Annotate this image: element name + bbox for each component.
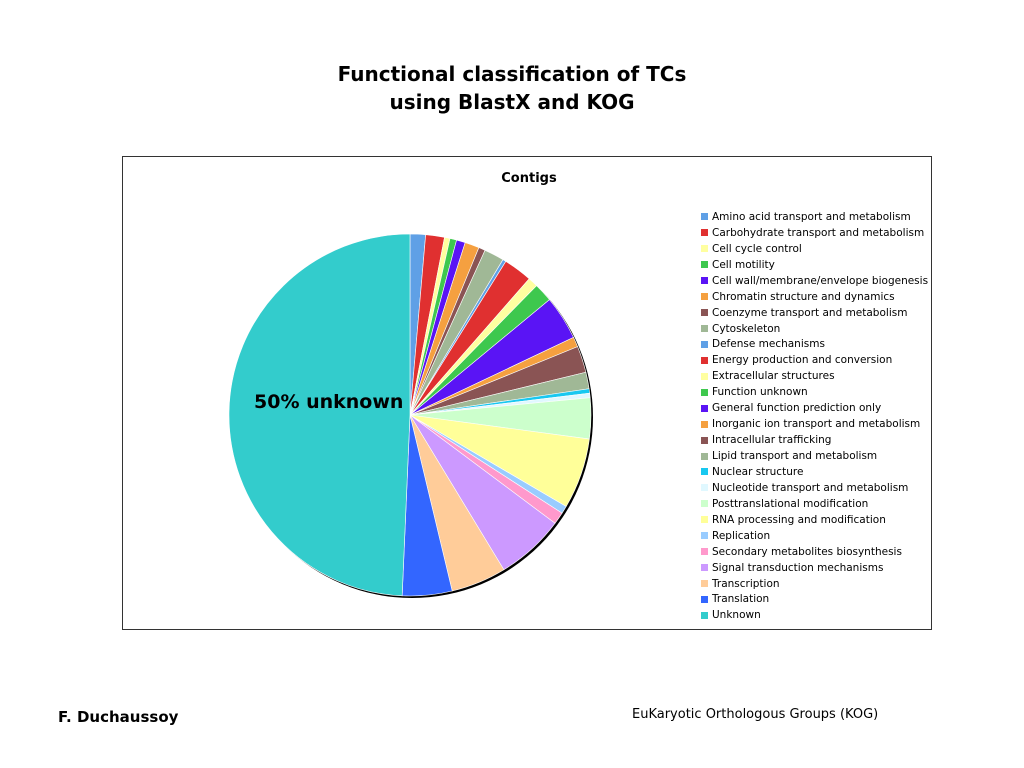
slide-title: Functional classification of TCs using B…	[0, 60, 1024, 116]
legend-swatch	[701, 389, 708, 396]
legend-item: Translation	[701, 592, 929, 608]
legend-label: Translation	[712, 593, 769, 605]
legend-label: RNA processing and modification	[712, 514, 886, 526]
legend-item: RNA processing and modification	[701, 512, 929, 528]
legend-item: Unknown	[701, 607, 929, 623]
legend-item: Posttranslational modification	[701, 496, 929, 512]
legend-label: Cytoskeleton	[712, 323, 780, 335]
legend-item: Inorganic ion transport and metabolism	[701, 416, 929, 432]
legend-label: Unknown	[712, 609, 761, 621]
chart-legend: Amino acid transport and metabolism Carbo…	[701, 209, 929, 623]
legend-label: Intracellular trafficking	[712, 434, 831, 446]
legend-label: Defense mechanisms	[712, 338, 825, 350]
legend-label: Secondary metabolites biosynthesis	[712, 546, 902, 558]
legend-item: Function unknown	[701, 384, 929, 400]
legend-swatch	[701, 548, 708, 555]
legend-swatch	[701, 564, 708, 571]
legend-item: Defense mechanisms	[701, 337, 929, 353]
legend-label: Function unknown	[712, 386, 808, 398]
legend-swatch	[701, 245, 708, 252]
legend-label: Lipid transport and metabolism	[712, 450, 877, 462]
legend-label: Replication	[712, 530, 770, 542]
legend-swatch	[701, 516, 708, 523]
legend-label: Posttranslational modification	[712, 498, 868, 510]
legend-swatch	[701, 325, 708, 332]
legend-swatch	[701, 405, 708, 412]
legend-label: Carbohydrate transport and metabolism	[712, 227, 924, 239]
legend-swatch	[701, 373, 708, 380]
legend-swatch	[701, 580, 708, 587]
legend-label: Inorganic ion transport and metabolism	[712, 418, 920, 430]
chart-frame: Contigs Amino acid transport and metabol…	[122, 156, 932, 630]
legend-item: Nucleotide transport and metabolism	[701, 480, 929, 496]
footer-note: EuKaryotic Orthologous Groups (KOG)	[632, 707, 878, 722]
unknown-annotation: 50% unknown	[254, 391, 403, 413]
legend-swatch	[701, 437, 708, 444]
slide-title-line1: Functional classification of TCs	[0, 60, 1024, 88]
legend-item: Cytoskeleton	[701, 321, 929, 337]
legend-item: Extracellular structures	[701, 368, 929, 384]
legend-item: Nuclear structure	[701, 464, 929, 480]
legend-swatch	[701, 229, 708, 236]
legend-swatch	[701, 357, 708, 364]
legend-item: Carbohydrate transport and metabolism	[701, 225, 929, 241]
legend-swatch	[701, 341, 708, 348]
legend-swatch	[701, 453, 708, 460]
legend-swatch	[701, 309, 708, 316]
legend-swatch	[701, 213, 708, 220]
legend-item: Transcription	[701, 576, 929, 592]
legend-item: General function prediction only	[701, 400, 929, 416]
legend-swatch	[701, 468, 708, 475]
legend-swatch	[701, 612, 708, 619]
legend-swatch	[701, 596, 708, 603]
legend-label: Coenzyme transport and metabolism	[712, 307, 907, 319]
legend-item: Chromatin structure and dynamics	[701, 289, 929, 305]
legend-label: Nuclear structure	[712, 466, 803, 478]
legend-swatch	[701, 421, 708, 428]
legend-label: Energy production and conversion	[712, 354, 892, 366]
legend-item: Lipid transport and metabolism	[701, 448, 929, 464]
legend-label: General function prediction only	[712, 402, 881, 414]
legend-item: Amino acid transport and metabolism	[701, 209, 929, 225]
slide-title-line2: using BlastX and KOG	[0, 88, 1024, 116]
legend-label: Signal transduction mechanisms	[712, 562, 883, 574]
author-name: F. Duchaussoy	[58, 708, 178, 726]
legend-item: Signal transduction mechanisms	[701, 560, 929, 576]
legend-label: Chromatin structure and dynamics	[712, 291, 895, 303]
legend-label: Extracellular structures	[712, 370, 835, 382]
legend-swatch	[701, 484, 708, 491]
legend-item: Replication	[701, 528, 929, 544]
legend-label: Cell wall/membrane/envelope biogenesis	[712, 275, 928, 287]
pie-slice-25	[229, 234, 410, 596]
legend-label: Amino acid transport and metabolism	[712, 211, 911, 223]
legend-item: Energy production and conversion	[701, 352, 929, 368]
legend-item: Cell motility	[701, 257, 929, 273]
legend-swatch	[701, 532, 708, 539]
legend-label: Nucleotide transport and metabolism	[712, 482, 908, 494]
legend-label: Cell motility	[712, 259, 775, 271]
legend-item: Intracellular trafficking	[701, 432, 929, 448]
legend-item: Coenzyme transport and metabolism	[701, 305, 929, 321]
legend-label: Transcription	[712, 578, 780, 590]
legend-item: Cell cycle control	[701, 241, 929, 257]
legend-item: Secondary metabolites biosynthesis	[701, 544, 929, 560]
legend-swatch	[701, 261, 708, 268]
legend-swatch	[701, 277, 708, 284]
legend-swatch	[701, 293, 708, 300]
legend-item: Cell wall/membrane/envelope biogenesis	[701, 273, 929, 289]
legend-label: Cell cycle control	[712, 243, 802, 255]
legend-swatch	[701, 500, 708, 507]
